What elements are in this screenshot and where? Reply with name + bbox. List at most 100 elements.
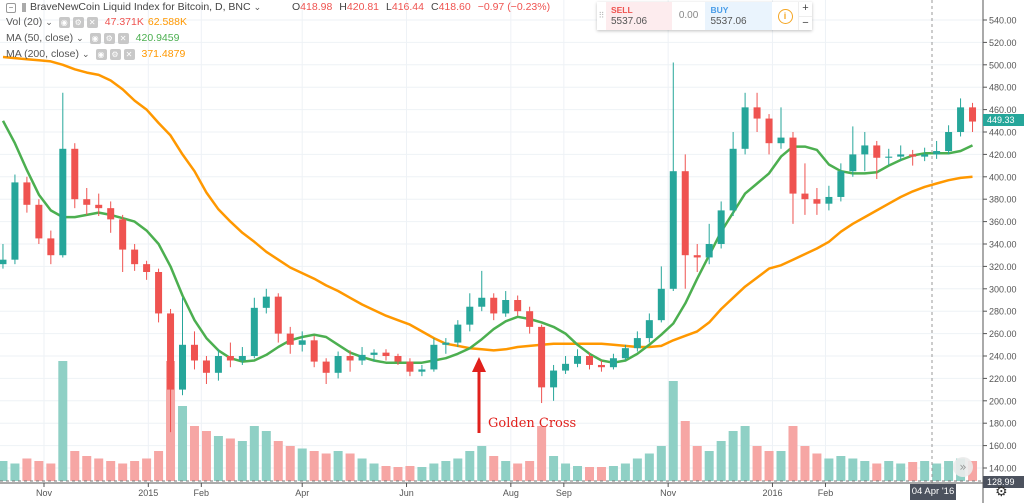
volume-bar <box>309 451 319 481</box>
close-icon[interactable]: ✕ <box>117 33 129 44</box>
candle-body <box>729 148 737 211</box>
candle-body <box>250 307 258 356</box>
volume-bar <box>896 463 906 481</box>
y-tick-label: 160.00 <box>989 441 1017 451</box>
candle-body <box>705 244 713 258</box>
close-icon[interactable]: ✕ <box>86 17 98 28</box>
drag-handle-icon[interactable]: ⠿ <box>598 11 605 20</box>
indicator-name[interactable]: Vol (20) <box>6 16 43 28</box>
volume-bar <box>0 461 8 481</box>
chevron-down-icon[interactable]: ⌄ <box>45 17 53 27</box>
volume-bar <box>465 451 475 481</box>
volume-bar <box>728 431 738 481</box>
change-value: −0.97 (−0.23%) <box>477 1 551 13</box>
open-value: 418.98 <box>300 1 333 13</box>
plus-button[interactable]: + <box>798 2 812 17</box>
gear-icon[interactable]: ⚙ <box>103 33 115 44</box>
price-axis-bg[interactable] <box>983 0 1024 483</box>
volume-bar <box>381 466 391 481</box>
y-tick-label: 320.00 <box>989 262 1017 272</box>
sell-price: 5537.06 <box>610 16 648 27</box>
candle-body <box>179 344 187 390</box>
eye-icon[interactable]: ◉ <box>58 17 70 28</box>
gear-icon[interactable]: ⚙ <box>109 49 121 60</box>
candle-body <box>202 360 210 373</box>
volume-bar <box>58 361 68 481</box>
chevron-down-icon[interactable]: ⌄ <box>76 33 84 43</box>
x-tick-label: Nov <box>36 488 53 498</box>
ohlc-values: O418.98 H420.81 L416.44 C418.60 −0.97 (−0.23… <box>292 1 557 14</box>
info-button[interactable]: i <box>772 2 798 30</box>
volume-bar <box>297 448 307 481</box>
chevron-down-icon[interactable]: ⌄ <box>253 2 262 12</box>
volume-bar <box>489 456 499 481</box>
candle-body <box>0 259 7 265</box>
volume-bar <box>321 453 331 481</box>
y-tick-label: 220.00 <box>989 374 1017 384</box>
y-tick-label: 500.00 <box>989 60 1017 70</box>
candles <box>0 62 977 433</box>
volume-bar <box>788 426 798 481</box>
candle-body <box>550 370 558 388</box>
volume-bar <box>920 461 930 481</box>
volume-bar <box>644 453 654 481</box>
volume-bar <box>824 458 834 481</box>
candle-body <box>502 300 510 314</box>
volume-bar <box>800 446 810 481</box>
symbol-title[interactable]: BraveNewCoin Liquid Index for Bitcoin, D… <box>30 1 251 13</box>
volume-bar <box>632 458 642 481</box>
candle-body <box>358 354 366 361</box>
candle-body <box>298 340 306 345</box>
candle-body <box>430 344 438 370</box>
candle-body <box>585 356 593 365</box>
minus-button[interactable]: − <box>798 17 812 30</box>
candle-body <box>442 342 450 345</box>
candle-body <box>681 171 689 256</box>
candle-body <box>957 107 965 132</box>
volume-bar <box>453 458 463 481</box>
candle-body <box>933 151 941 155</box>
collapse-legend-icon[interactable]: − <box>6 2 16 13</box>
volume-bar <box>680 421 690 481</box>
volume-ma-value: 62.588K <box>147 16 187 28</box>
indicator-name[interactable]: MA (50, close) <box>6 32 74 44</box>
close-icon[interactable]: ✕ <box>123 49 135 60</box>
candle-body <box>538 326 546 388</box>
gear-icon[interactable]: ⚙ <box>72 17 84 28</box>
candle-body <box>849 154 857 172</box>
volume-bar <box>189 426 199 481</box>
settings-gear-icon[interactable]: ⚙ <box>995 484 1008 500</box>
indicator-name[interactable]: MA (200, close) <box>6 48 79 60</box>
volume-bar <box>872 463 882 481</box>
volume-bar <box>477 446 487 481</box>
chevron-down-icon[interactable]: ⌄ <box>81 49 90 59</box>
buy-button[interactable]: BUY 5537.06 <box>705 2 773 30</box>
sell-button[interactable]: SELL 5537.06 <box>605 2 672 30</box>
volume-bar <box>776 451 786 481</box>
volume-bar <box>501 461 511 481</box>
volume-bar <box>369 463 379 481</box>
scroll-to-realtime-button[interactable]: » <box>953 457 973 477</box>
ma50-polyline <box>1 120 974 364</box>
candle-body <box>514 300 522 312</box>
indicator-volume: Vol (20) ⌄ ◉ ⚙ ✕ 47.371K 62.588K <box>6 16 187 29</box>
y-tick-label: 540.00 <box>989 16 1017 26</box>
volume-bar <box>178 406 188 481</box>
candle-body <box>825 196 833 204</box>
high-label: H <box>339 1 347 13</box>
candle-body <box>167 313 175 390</box>
buy-price: 5537.06 <box>710 16 747 27</box>
volume-bar <box>932 463 942 481</box>
buy-label: BUY <box>710 5 729 15</box>
candle-body <box>693 255 701 258</box>
sell-label: SELL <box>610 5 633 15</box>
eye-icon[interactable]: ◉ <box>95 49 107 60</box>
volume-bar <box>70 451 80 481</box>
volume-bar <box>106 461 116 481</box>
candle-body <box>35 204 43 239</box>
candle-body <box>765 118 773 144</box>
indicator-ma200: MA (200, close) ⌄ ◉ ⚙ ✕ 371.4879 <box>6 48 185 61</box>
eye-icon[interactable]: ◉ <box>89 33 101 44</box>
y-tick-label: 300.00 <box>989 284 1017 294</box>
